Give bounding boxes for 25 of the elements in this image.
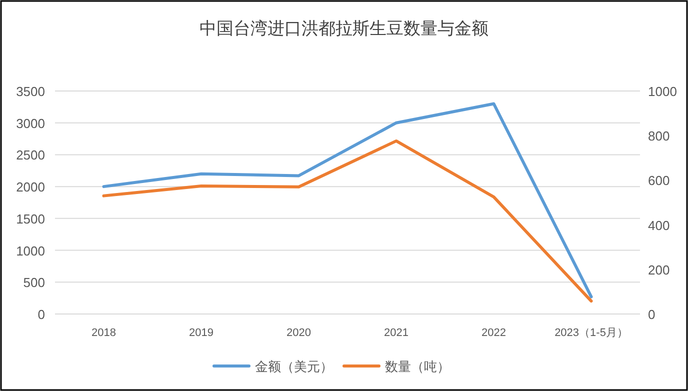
y-tick-label: 1000 [16, 243, 45, 258]
legend-label: 金额（美元） [255, 359, 333, 374]
y2-tick-label: 800 [648, 128, 670, 144]
x-tick-label: 2019 [189, 327, 214, 339]
y2-tick-label: 1000 [648, 84, 677, 99]
x-tick-label: 2023（1-5月） [554, 327, 628, 339]
y2-tick-label: 400 [648, 218, 670, 233]
y-tick-label: 0 [38, 307, 45, 322]
x-tick-label: 2020 [286, 327, 311, 339]
chart-title: 中国台湾进口洪都拉斯生豆数量与金额 [200, 19, 488, 38]
y-tick-label: 1500 [16, 211, 45, 226]
y-tick-label: 2500 [16, 148, 45, 163]
x-tick-label: 2021 [384, 327, 408, 339]
y2-tick-label: 200 [648, 262, 670, 278]
y-tick-label: 2000 [16, 180, 45, 195]
line-series [102, 139, 593, 303]
x-tick-label: 2018 [92, 327, 116, 339]
y-tick-label: 3500 [16, 84, 45, 99]
y2-tick-label: 600 [648, 173, 670, 188]
y-tick-label: 3000 [16, 116, 45, 131]
legend-label: 数量（吨） [385, 359, 450, 374]
y2-tick-label: 0 [648, 307, 656, 322]
y-tick-label: 500 [23, 275, 45, 290]
x-tick-label: 2022 [482, 327, 506, 339]
line-series [102, 102, 593, 298]
